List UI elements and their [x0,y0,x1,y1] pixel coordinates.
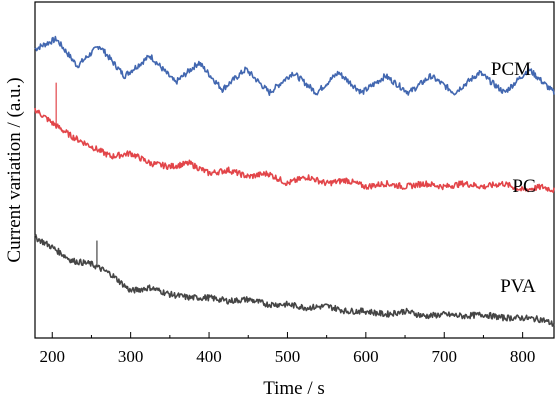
x-tick-label: 400 [196,347,222,366]
x-tick-label: 700 [431,347,457,366]
x-tick-label: 800 [510,347,536,366]
x-axis-ticks: 200 300 400 500 600 700 800 [39,332,535,366]
series-label-pc: PC [512,176,535,197]
series-label-pva: PVA [500,276,536,297]
x-tick-label: 600 [353,347,379,366]
series-line-pc [34,107,555,193]
series-layer [34,35,555,327]
series-line-pcm [34,35,555,96]
series-label-pcm: PCM [491,59,531,80]
x-tick-label: 500 [275,347,301,366]
x-tick-label: 300 [118,347,144,366]
plot-frame [34,1,555,339]
series-line-pva [34,233,555,327]
x-axis-title: Time / s [263,378,325,399]
y-axis-title: Current variation / (a.u.) [4,77,25,262]
series-labels: PCM PC PVA [491,59,536,297]
x-tick-label: 200 [39,347,65,366]
